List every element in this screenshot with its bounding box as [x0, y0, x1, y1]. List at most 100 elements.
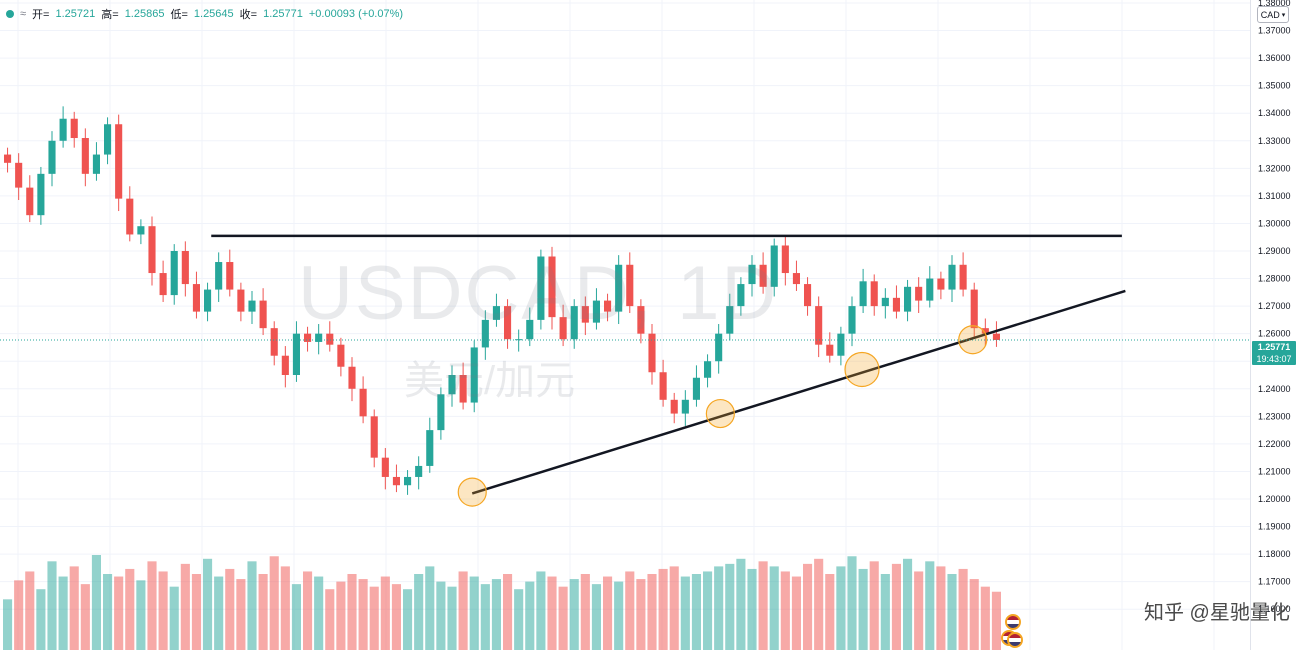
- candle-body: [281, 355, 289, 375]
- support-trendline: [471, 289, 1126, 495]
- candle-body: [826, 344, 834, 356]
- volume-bar: [747, 568, 757, 650]
- volume-bar: [291, 584, 301, 650]
- candle-body: [870, 281, 878, 307]
- y-tick-label: 1.17000: [1258, 577, 1291, 587]
- volume-bar: [3, 599, 13, 650]
- volume-bar: [114, 576, 124, 650]
- volume-bar: [314, 576, 324, 650]
- open-value: 1.25721: [55, 8, 96, 20]
- volume-bar: [891, 563, 901, 650]
- y-tick-label: 1.32000: [1258, 163, 1291, 173]
- volume-bar: [236, 579, 246, 650]
- change-value: +0.00093 (+0.07%): [308, 8, 404, 20]
- candle-body: [248, 300, 256, 312]
- candle-body: [459, 375, 467, 403]
- volume-bar: [380, 576, 390, 650]
- candle-body: [237, 289, 245, 312]
- us-flag-icon[interactable]: [1005, 614, 1021, 630]
- high-value: 1.25865: [124, 8, 165, 20]
- volume-bar: [158, 571, 168, 650]
- candle-body: [370, 416, 378, 458]
- y-tick-label: 1.37000: [1258, 26, 1291, 36]
- y-tick-label: 1.38000: [1258, 0, 1291, 8]
- volume-bar: [425, 566, 435, 650]
- candle-body: [615, 264, 623, 312]
- volume-bar: [258, 574, 268, 650]
- volume-bar: [436, 581, 446, 650]
- close-value: 1.25771: [263, 8, 303, 20]
- candle-body: [781, 245, 789, 274]
- volume-bar: [991, 591, 1001, 650]
- volume-bar: [136, 580, 146, 650]
- volume-bar: [325, 589, 335, 650]
- volume-bar: [458, 571, 468, 650]
- candle-body: [515, 339, 523, 341]
- y-tick-label: 1.31000: [1258, 191, 1291, 201]
- candle-body: [137, 226, 145, 235]
- candle-body: [926, 278, 934, 301]
- high-label: 高=: [101, 9, 119, 21]
- volume-bar: [103, 574, 113, 650]
- volume-bar: [558, 586, 568, 650]
- volume-bar: [58, 576, 68, 650]
- y-tick-label: 1.20000: [1258, 494, 1291, 504]
- volume-bar: [14, 580, 24, 650]
- volume-bar: [636, 579, 646, 650]
- volume-bar: [480, 584, 490, 650]
- volume-bar: [591, 584, 601, 650]
- volume-bar: [491, 579, 501, 650]
- volume-bar: [936, 566, 946, 650]
- candle-body: [837, 333, 845, 356]
- volume-bar: [814, 558, 824, 650]
- volume-bar: [403, 589, 413, 650]
- currency-select[interactable]: CAD ▾: [1257, 6, 1289, 23]
- volume-bar: [447, 586, 457, 650]
- volume-bar: [580, 574, 590, 650]
- candle-body: [381, 457, 389, 477]
- candle-body: [259, 300, 267, 329]
- candle-body: [170, 251, 178, 296]
- y-tick-label: 1.35000: [1258, 81, 1291, 91]
- volume-bar: [47, 561, 57, 650]
- candle-body: [681, 399, 689, 414]
- candle-body: [392, 476, 400, 486]
- candles: [4, 106, 1000, 495]
- candle-body: [270, 328, 278, 356]
- candle-body: [426, 430, 434, 466]
- ohlc-legend: ≈ 开= 1.25721 高= 1.25865 低= 1.25645 收= 1.2577…: [6, 5, 403, 23]
- volume-bar: [280, 566, 290, 650]
- us-flag-icon[interactable]: [1007, 632, 1023, 648]
- volume-bar: [925, 561, 935, 650]
- candle-body: [548, 256, 556, 318]
- volume-bar: [269, 556, 279, 650]
- volume-bar: [203, 558, 213, 650]
- volume-bar: [358, 579, 368, 650]
- volume-bar: [547, 576, 557, 650]
- status-dot: [6, 10, 14, 18]
- volume-bar: [347, 574, 357, 650]
- volume-bar: [980, 586, 990, 650]
- touch-point-circle: [844, 351, 880, 388]
- candle-body: [448, 375, 456, 395]
- volume-bar: [25, 571, 35, 650]
- candle-body: [415, 465, 423, 477]
- candle-body: [359, 388, 367, 417]
- candle-body: [148, 226, 156, 274]
- open-label: 开=: [32, 9, 50, 21]
- volume-bar: [614, 581, 624, 650]
- candle-body: [181, 251, 189, 285]
- volume-bar: [536, 571, 546, 650]
- candle-body: [104, 124, 112, 155]
- credit-watermark: 知乎 @星驰量化: [1144, 602, 1290, 624]
- y-tick-label: 1.30000: [1258, 218, 1291, 228]
- volume-bar: [914, 571, 924, 650]
- candle-body: [992, 333, 1000, 341]
- chevron-down-icon: ▾: [1281, 11, 1286, 19]
- candle-body: [48, 140, 56, 174]
- y-tick-label: 1.29000: [1258, 246, 1291, 256]
- candle-body: [404, 476, 412, 486]
- volume-bar: [525, 581, 535, 650]
- price-axis[interactable]: 1.16000 1.17000 1.18000 1.19000 1.20000 1.210…: [1250, 0, 1297, 650]
